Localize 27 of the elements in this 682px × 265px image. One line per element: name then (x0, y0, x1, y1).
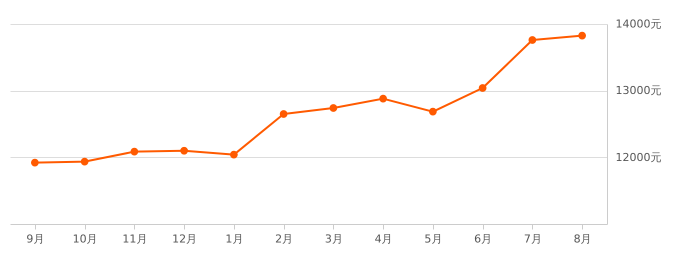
x-tick-label: 11月 (122, 232, 148, 246)
x-tick-label: 6月 (474, 232, 492, 246)
x-tick-label: 7月 (524, 232, 542, 246)
x-tick-label: 12月 (172, 232, 198, 246)
point (578, 32, 586, 40)
point (280, 110, 288, 118)
y-tick-label: 13000元 (616, 84, 662, 98)
point (130, 148, 138, 156)
point (330, 104, 338, 112)
point (230, 150, 238, 159)
point (31, 158, 39, 167)
point (379, 94, 387, 103)
point (478, 84, 486, 92)
x-tick-label: 2月 (275, 232, 294, 246)
x-tick-label: 8月 (574, 232, 592, 246)
point (80, 158, 88, 166)
y-tick-label: 12000元 (616, 150, 662, 164)
y-tick-label: 14000元 (616, 18, 662, 30)
x-tick-label: 4月 (374, 232, 393, 246)
point (180, 146, 188, 155)
x-tick-label: 5月 (424, 232, 442, 246)
point (528, 36, 536, 44)
x-tick-label: 1月 (225, 232, 244, 246)
x-tick-label: 9月 (26, 232, 44, 246)
point (429, 108, 437, 116)
x-tick-label: 10月 (72, 232, 98, 246)
x-tick-label: 3月 (324, 232, 343, 246)
